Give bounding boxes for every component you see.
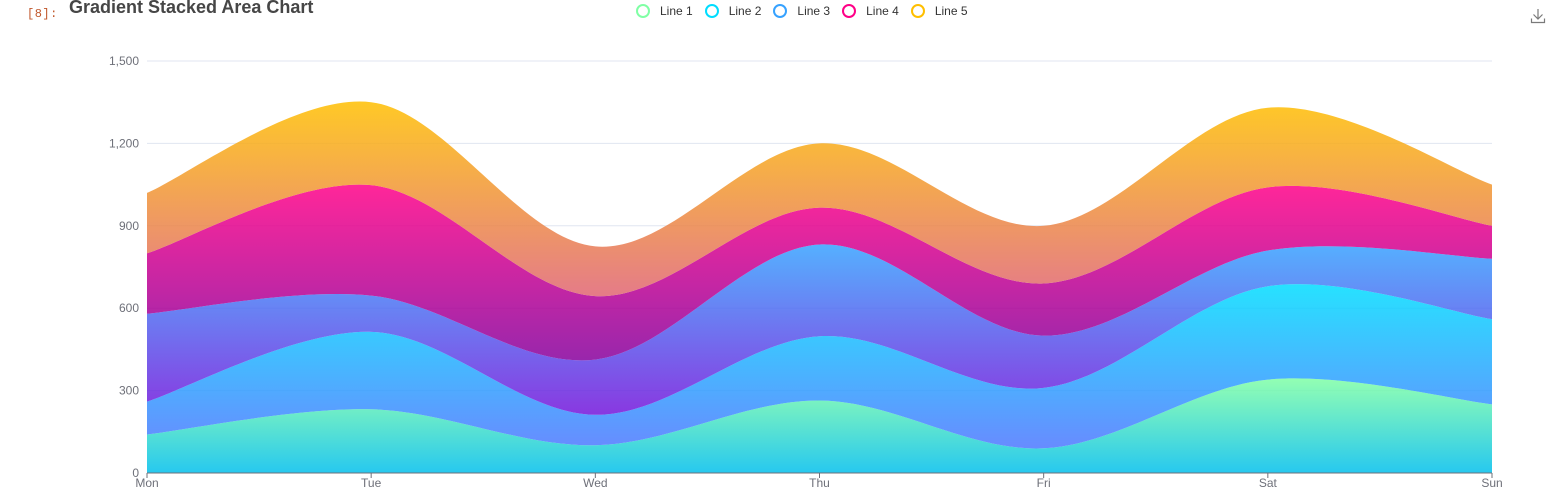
legend-marker-line-2 xyxy=(704,4,719,18)
legend-item-line-5[interactable]: Line 5 xyxy=(910,4,968,18)
y-tick-label: 600 xyxy=(119,301,139,315)
legend-item-line-1[interactable]: Line 1 xyxy=(636,4,693,18)
legend-label: Line 1 xyxy=(660,4,693,18)
area-series-5[interactable] xyxy=(147,101,1492,297)
legend-item-line-4[interactable]: Line 4 xyxy=(842,4,899,18)
y-tick-label: 1,200 xyxy=(109,136,139,150)
area-series-group xyxy=(147,101,1492,473)
x-tick-label: Sat xyxy=(1259,476,1278,490)
legend-marker-line-5 xyxy=(910,4,925,18)
area-series-4[interactable] xyxy=(147,184,1492,361)
legend-label: Line 5 xyxy=(934,4,968,18)
legend-marker-line-3 xyxy=(773,4,788,18)
cell-prompt: [8]: xyxy=(27,7,58,21)
legend-item-line-2[interactable]: Line 2 xyxy=(704,4,762,18)
x-tick-label: Tue xyxy=(361,476,382,490)
legend: Line 1 Line 2 Line 3 Line 4 Line 5 xyxy=(636,4,980,18)
x-tick-label: Thu xyxy=(809,476,830,490)
legend-marker-line-4 xyxy=(842,4,857,18)
area-series-3[interactable] xyxy=(147,244,1492,415)
y-tick-label: 0 xyxy=(132,466,139,480)
y-tick-label: 300 xyxy=(119,384,139,398)
legend-item-line-3[interactable]: Line 3 xyxy=(773,4,830,18)
download-icon xyxy=(1530,9,1546,24)
area-series-2[interactable] xyxy=(147,284,1492,449)
x-tick-label: Sun xyxy=(1481,476,1502,490)
legend-label: Line 4 xyxy=(866,4,899,18)
chart-title: Gradient Stacked Area Chart xyxy=(69,0,314,17)
y-tick-label: 1,500 xyxy=(109,54,139,68)
x-tick-label: Fri xyxy=(1037,476,1051,490)
axes: 0 300 600 900 1,200 1,500 Mon Tue Wed Thu Fri Sat Su… xyxy=(109,54,1503,490)
y-tick-label: 900 xyxy=(119,219,139,233)
legend-marker-line-1 xyxy=(636,4,650,18)
x-tick-label: Mon xyxy=(135,476,158,490)
x-tick-label: Wed xyxy=(583,476,607,490)
legend-label: Line 3 xyxy=(797,4,831,18)
download-button[interactable] xyxy=(1530,8,1546,24)
area-series-1[interactable] xyxy=(147,378,1492,473)
legend-label: Line 2 xyxy=(728,4,762,18)
